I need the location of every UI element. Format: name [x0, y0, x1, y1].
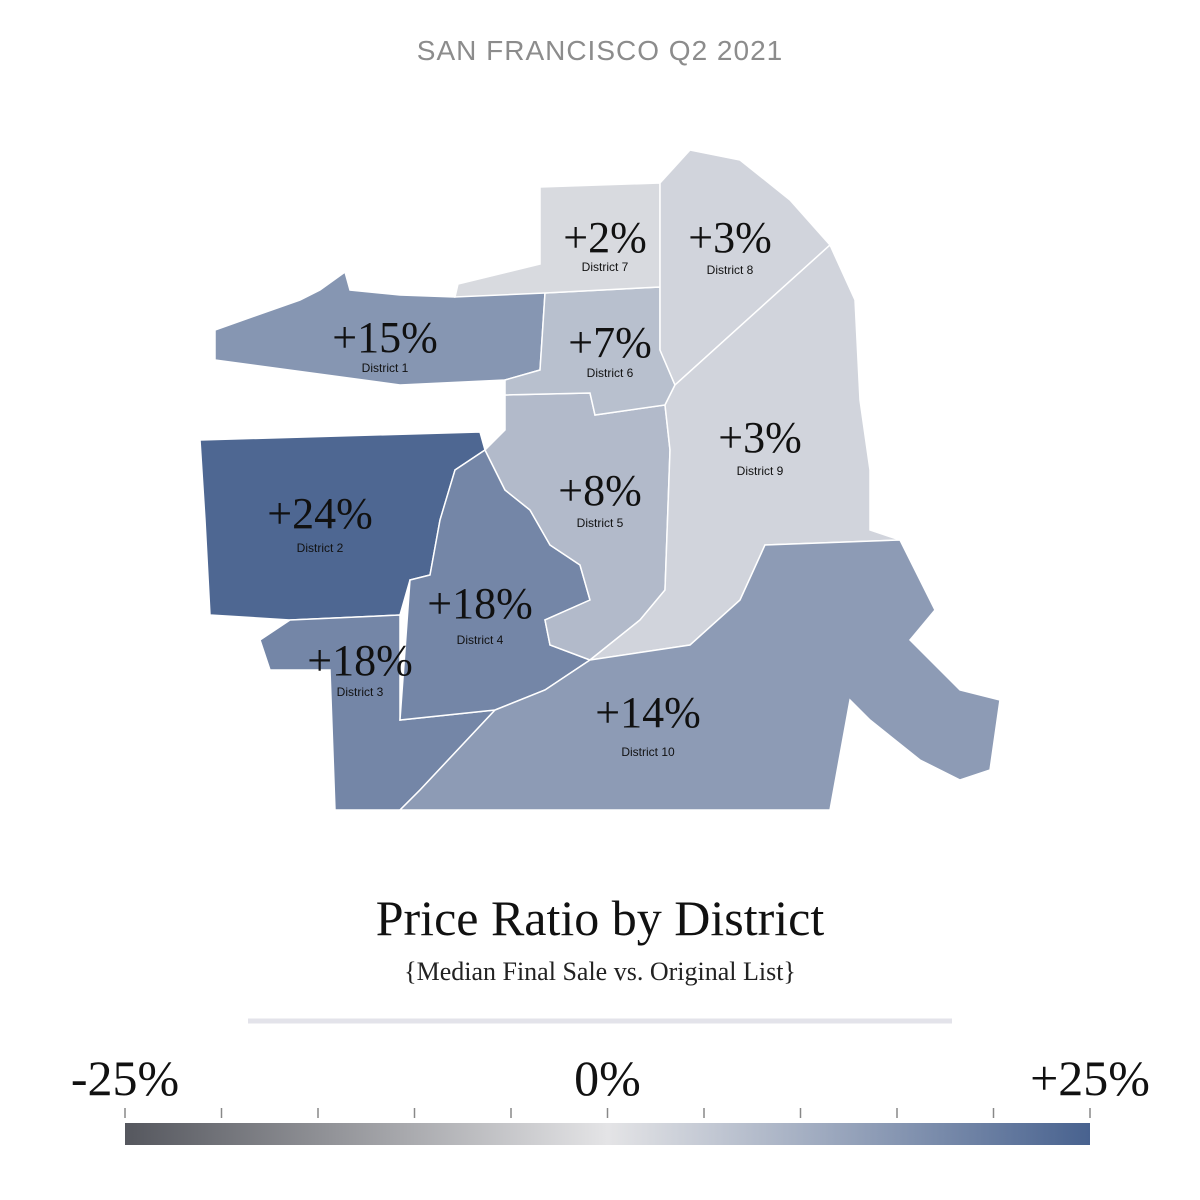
value-label: +18% [307, 636, 412, 685]
value-label: +18% [427, 579, 532, 628]
title: Price Ratio by District [376, 890, 825, 946]
district-label: District 2 [297, 541, 344, 555]
value-label: +8% [558, 466, 641, 515]
district-label: District 6 [587, 366, 634, 380]
colorbar-label: 0% [574, 1050, 641, 1106]
district [398, 539, 1001, 811]
value-label: +3% [688, 213, 771, 262]
district-label: District 8 [707, 263, 754, 277]
district-label: District 5 [577, 516, 624, 530]
value-label: +14% [595, 688, 700, 737]
district-label: District 1 [362, 361, 409, 375]
map: +15%District 1+24%District 2+18%District… [199, 149, 1001, 811]
value-label: +2% [563, 213, 646, 262]
value-label: +15% [332, 313, 437, 362]
value-label: +3% [718, 413, 801, 462]
header: SAN FRANCISCO Q2 2021 [417, 35, 783, 66]
value-label: +24% [267, 489, 372, 538]
subtitle: {Median Final Sale vs. Original List} [404, 957, 796, 986]
colorbar-label: +25% [1030, 1050, 1150, 1106]
colorbar-label: -25% [71, 1050, 179, 1106]
colorbar [125, 1123, 1090, 1145]
district-label: District 4 [457, 633, 504, 647]
district-label: District 9 [737, 464, 784, 478]
district-label: District 10 [621, 745, 675, 759]
value-label: +7% [568, 318, 651, 367]
district-label: District 3 [337, 685, 384, 699]
district-label: District 7 [582, 260, 629, 274]
